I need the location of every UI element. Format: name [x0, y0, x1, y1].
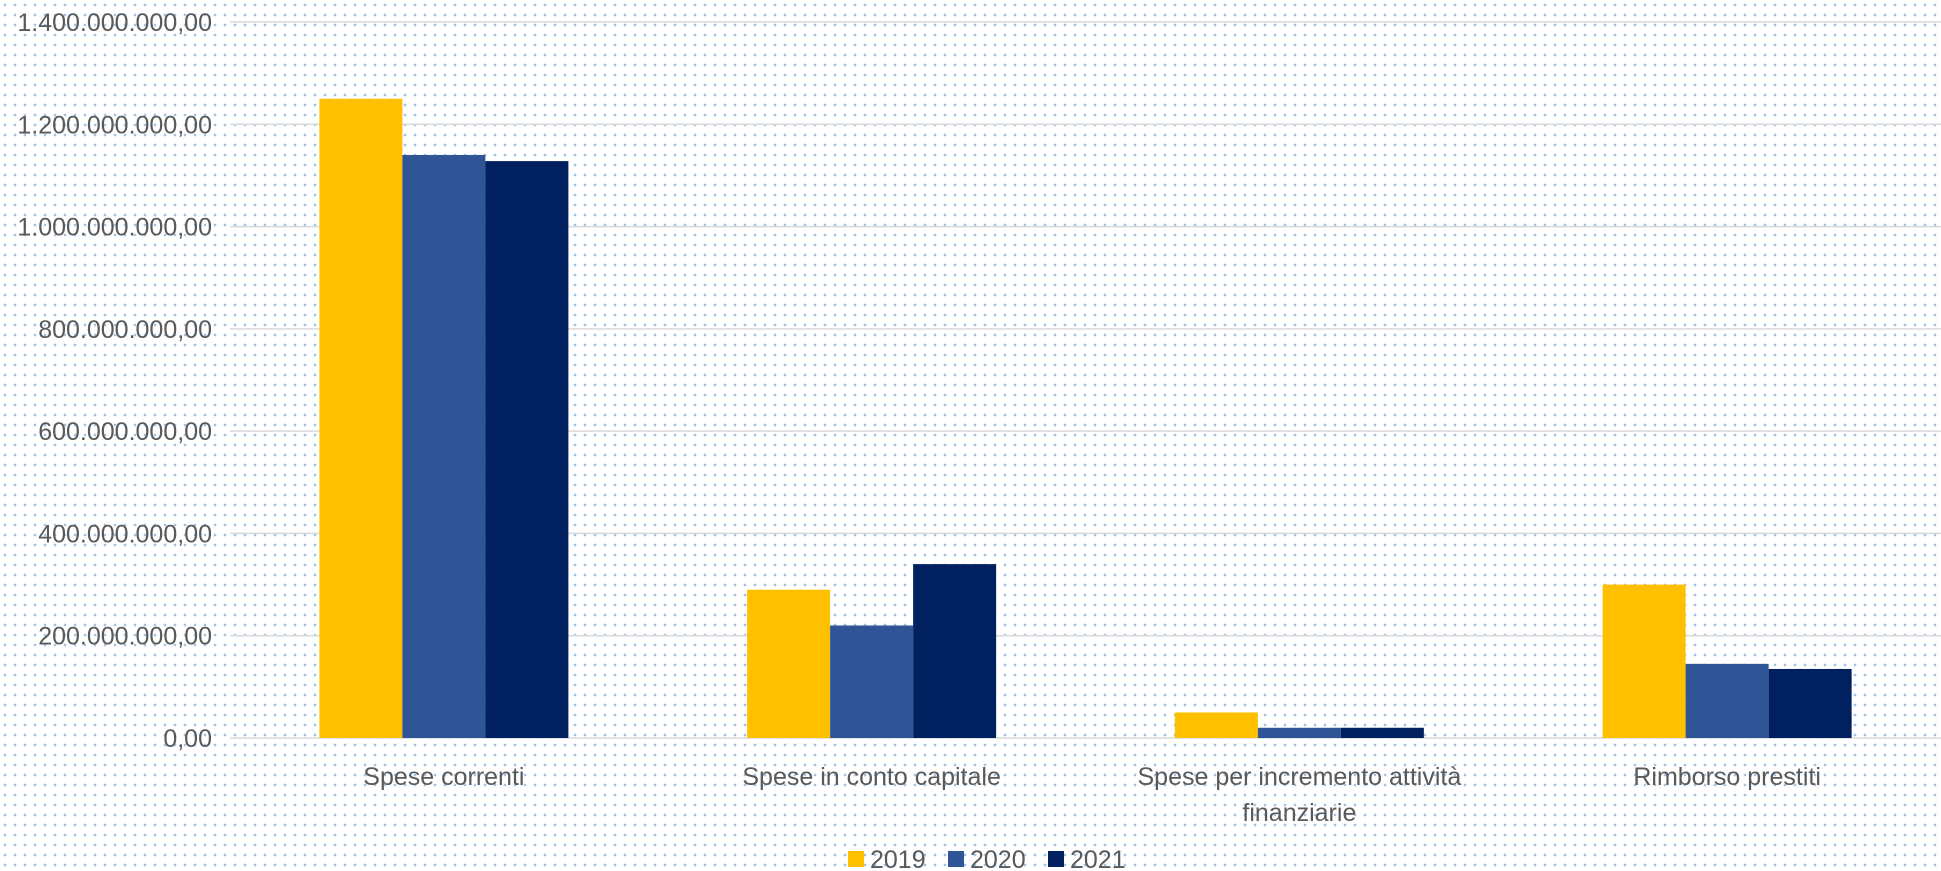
- y-tick-label: 400.000.000,00: [38, 520, 212, 548]
- y-tick-label: 200.000.000,00: [38, 623, 212, 651]
- x-category-label-line: Spese in conto capitale: [742, 763, 1001, 791]
- bar-2021-cat-1: [913, 564, 997, 738]
- legend-swatch-2021: [1048, 851, 1064, 867]
- legend: 2019 2020 2021: [848, 846, 1126, 871]
- bar-2019-cat-0: [319, 98, 403, 738]
- bar-2021-cat-2: [1340, 727, 1424, 738]
- bar-2019-cat-3: [1602, 584, 1686, 738]
- bars: [319, 98, 1852, 738]
- x-category-label-line: Rimborso prestiti: [1633, 763, 1821, 791]
- x-category-label-line: Spese per incremento attività: [1137, 763, 1461, 791]
- y-tick-label: 1.400.000.000,00: [17, 9, 212, 37]
- y-tick-label: 800.000.000,00: [38, 316, 212, 344]
- legend-label: 2021: [1070, 846, 1126, 871]
- x-category-label: Spese in conto capitale: [742, 763, 1001, 791]
- x-category-label: Spese correnti: [363, 763, 524, 791]
- bar-2021-cat-3: [1768, 668, 1852, 738]
- y-tick-label: 1.200.000.000,00: [17, 111, 212, 139]
- x-category-label-line: finanziarie: [1242, 799, 1356, 827]
- bar-2020-cat-3: [1685, 663, 1769, 738]
- x-category-label-line: Spese correnti: [363, 763, 524, 791]
- y-tick-label: 1.000.000.000,00: [17, 214, 212, 242]
- legend-label: 2020: [970, 846, 1026, 871]
- bar-2020-cat-0: [402, 154, 486, 738]
- bar-2021-cat-0: [485, 161, 569, 738]
- legend-swatch-2019: [848, 851, 864, 867]
- bar-2019-cat-1: [747, 589, 831, 738]
- x-category-label: Spese per incremento attività finanziarie: [1137, 763, 1461, 827]
- legend-swatch-2020: [948, 851, 964, 867]
- y-tick-label: 600.000.000,00: [38, 418, 212, 446]
- x-axis-category-labels: Spese correnti Spese in conto capitale Spe…: [363, 763, 1821, 827]
- y-axis-tick-labels: 0,00 200.000.000,00 400.000.000,00 600.000.…: [17, 9, 212, 753]
- bar-2020-cat-2: [1257, 727, 1341, 738]
- bar-2020-cat-1: [830, 625, 914, 738]
- y-tick-label: 0,00: [163, 725, 212, 753]
- bar-2019-cat-2: [1174, 712, 1258, 738]
- x-category-label: Rimborso prestiti: [1633, 763, 1821, 791]
- legend-label: 2019: [870, 846, 926, 871]
